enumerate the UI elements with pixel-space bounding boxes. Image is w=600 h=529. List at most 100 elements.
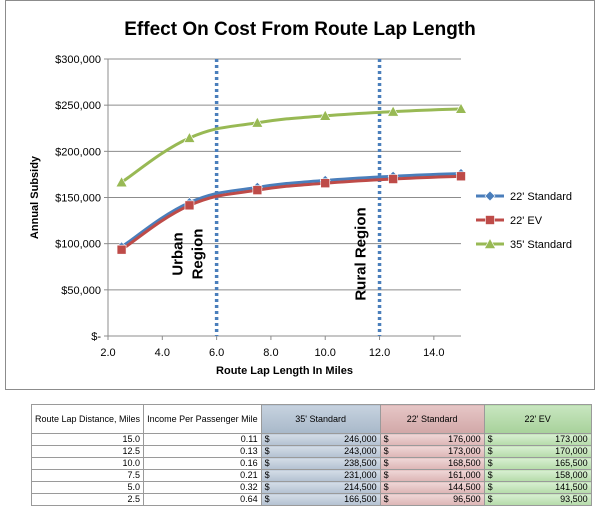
cell-22-ev: 165,500 — [555, 458, 588, 468]
cell-distance: 10.0 — [30, 457, 145, 470]
header-35-standard: 35' Standard — [260, 404, 381, 434]
currency-symbol: $ — [264, 434, 270, 444]
table-row: 5.0 0.32 $214,500 $144,500 $141,500 — [30, 481, 592, 494]
x-tick-label: 12.0 — [369, 347, 390, 359]
y-tick-label: $250,000 — [55, 100, 101, 112]
y-tick-label: $200,000 — [55, 146, 101, 158]
cell-income: 0.64 — [143, 493, 262, 506]
cell-22-standard: 168,500 — [448, 458, 481, 468]
cell-22-ev: 93,500 — [560, 494, 588, 504]
cell-22-ev: 170,000 — [555, 446, 588, 456]
data-point — [252, 185, 263, 195]
y-tick-label: $- — [91, 331, 101, 343]
legend-marker — [485, 215, 495, 225]
cell-22-standard: 144,500 — [448, 482, 481, 492]
y-tick-label: $150,000 — [55, 193, 101, 205]
series-line — [120, 171, 462, 249]
data-point — [183, 131, 196, 143]
x-axis-label: Route Lap Length In Miles — [216, 365, 353, 377]
header-income: Income Per Passenger Mile — [143, 404, 262, 434]
cell-income: 0.21 — [143, 469, 262, 482]
region-label: Rural Region — [353, 207, 370, 300]
cell-22-ev: 158,000 — [555, 470, 588, 480]
cell-income: 0.13 — [143, 445, 262, 458]
currency-symbol: $ — [383, 494, 389, 504]
data-point — [454, 102, 468, 114]
cell-35-standard: 238,500 — [344, 458, 377, 468]
data-point — [456, 171, 466, 182]
x-tick-label: 6.0 — [209, 347, 224, 359]
cell-22-standard: 176,000 — [448, 434, 481, 444]
y-tick-label: $300,000 — [55, 54, 101, 66]
currency-symbol: $ — [487, 482, 493, 492]
series-line — [120, 174, 462, 251]
data-point — [115, 176, 128, 188]
currency-symbol: $ — [264, 446, 270, 456]
x-tick-label: 14.0 — [423, 347, 444, 359]
cell-22-ev: 141,500 — [555, 482, 588, 492]
currency-symbol: $ — [487, 434, 493, 444]
currency-symbol: $ — [383, 482, 389, 492]
cell-distance: 5.0 — [30, 481, 145, 494]
data-point — [387, 105, 400, 117]
legend-marker — [483, 237, 497, 249]
cell-35-standard: 246,000 — [344, 434, 377, 444]
currency-symbol: $ — [383, 446, 389, 456]
currency-symbol: $ — [383, 458, 389, 468]
table-row: 15.0 0.11 $246,000 $176,000 $173,000 — [30, 433, 592, 446]
chart-area: Effect On Cost From Route Lap Length $- $5… — [5, 0, 595, 390]
x-tick-label: 2.0 — [100, 347, 115, 359]
table-header-row: Route Lap Distance, Miles Income Per Pas… — [30, 404, 592, 434]
legend-entry: 22' Standard — [510, 191, 572, 203]
currency-symbol: $ — [487, 494, 493, 504]
data-point — [320, 178, 331, 188]
x-tick-label: 8.0 — [263, 347, 278, 359]
cell-35-standard: 231,000 — [344, 470, 377, 480]
series-line — [120, 107, 462, 184]
table-row: 2.5 0.64 $166,500 $96,500 $93,500 — [30, 493, 592, 506]
currency-symbol: $ — [487, 446, 493, 456]
cell-22-standard: 161,000 — [448, 470, 481, 480]
cell-income: 0.32 — [143, 481, 262, 494]
cell-income: 0.11 — [143, 433, 262, 446]
cell-distance: 2.5 — [30, 493, 145, 506]
y-axis-label: Annual Subsidy — [29, 155, 41, 239]
cell-35-standard: 214,500 — [344, 482, 377, 492]
y-tick-label: $100,000 — [55, 239, 101, 251]
currency-symbol: $ — [264, 470, 270, 480]
cell-35-standard: 243,000 — [344, 446, 377, 456]
cell-22-ev: 173,000 — [555, 434, 588, 444]
currency-symbol: $ — [264, 494, 270, 504]
currency-symbol: $ — [487, 470, 493, 480]
x-tick-label: 10.0 — [315, 347, 336, 359]
table-body: 15.0 0.11 $246,000 $176,000 $173,000 12.… — [30, 433, 592, 506]
cell-income: 0.16 — [143, 457, 262, 470]
y-tick-label: $50,000 — [61, 285, 101, 297]
data-point — [184, 200, 195, 211]
data-point — [388, 174, 398, 184]
data-table: Route Lap Distance, Miles Income Per Pas… — [30, 404, 592, 506]
table-row: 7.5 0.21 $231,000 $161,000 $158,000 — [30, 469, 592, 482]
header-22-ev: 22' EV — [483, 404, 592, 434]
x-tick-label: 4.0 — [155, 347, 170, 359]
cell-22-standard: 96,500 — [453, 494, 481, 504]
legend-entry: 22' EV — [510, 215, 543, 227]
legend-entry: 35' Standard — [510, 239, 572, 251]
data-point — [319, 109, 332, 121]
legend-marker — [484, 190, 496, 202]
cell-distance: 15.0 — [30, 433, 145, 446]
table-row: 10.0 0.16 $238,500 $168,500 $165,500 — [30, 457, 592, 470]
currency-symbol: $ — [383, 434, 389, 444]
data-point — [251, 116, 264, 128]
data-point — [116, 244, 127, 255]
header-distance: Route Lap Distance, Miles — [30, 404, 145, 434]
cell-35-standard: 166,500 — [344, 494, 377, 504]
cell-22-standard: 173,000 — [448, 446, 481, 456]
currency-symbol: $ — [487, 458, 493, 468]
region-label: Region — [190, 229, 207, 280]
currency-symbol: $ — [383, 470, 389, 480]
currency-symbol: $ — [264, 458, 270, 468]
header-22-standard: 22' Standard — [379, 404, 485, 434]
cell-distance: 7.5 — [30, 469, 145, 482]
chart-svg: Effect On Cost From Route Lap Length $- $5… — [29, 19, 572, 377]
